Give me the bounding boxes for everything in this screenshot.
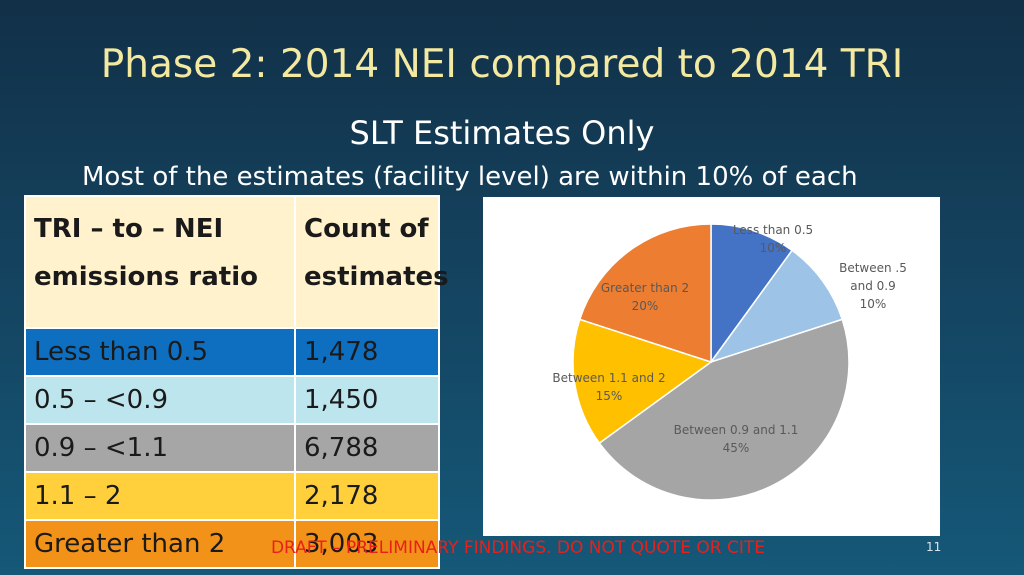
table-cell-count: 1,478 bbox=[294, 327, 440, 377]
pie-slice-label: Greater than 2 20% bbox=[601, 281, 689, 313]
table-cell-ratio: 0.5 – <0.9 bbox=[24, 375, 296, 425]
pie-slice bbox=[578, 223, 712, 364]
table-cell-ratio: 0.9 – <1.1 bbox=[24, 423, 296, 473]
pie-slice bbox=[709, 249, 844, 364]
table-cell-count: 1,450 bbox=[294, 375, 440, 425]
table-cell-count: 6,788 bbox=[294, 423, 440, 473]
ratio-count-table: TRI – to – NEI emissions ratio Count of … bbox=[24, 195, 449, 569]
pie-slice-label: Between 1.1 and 2 15% bbox=[552, 371, 665, 403]
table-row: 0.5 – <0.9 1,450 bbox=[24, 375, 440, 425]
pie-slice-label: Between .5 and 0.9 10% bbox=[839, 261, 907, 311]
pie-slice bbox=[572, 318, 713, 445]
table-cell-ratio: Greater than 2 bbox=[24, 519, 296, 569]
table-row: 1.1 – 2 2,178 bbox=[24, 471, 440, 521]
pie-slice-label: Less than 0.5 10% bbox=[733, 223, 813, 255]
slide-title: Phase 2: 2014 NEI compared to 2014 TRI bbox=[100, 42, 904, 87]
table-cell-count: 2,178 bbox=[294, 471, 440, 521]
table-header-count: Count of estimates bbox=[294, 195, 449, 329]
table-header-row: TRI – to – NEI emissions ratio Count of … bbox=[24, 195, 449, 329]
pie-slice bbox=[710, 223, 794, 365]
pie-chart: Less than 0.5 10% Between .5 and 0.9 10% Betw… bbox=[552, 223, 907, 501]
pie-slice-label: Between 0.9 and 1.1 45% bbox=[674, 423, 799, 455]
draft-footer: DRAFT – PRELIMINARY FINDINGS. DO NOT QUO… bbox=[270, 538, 766, 558]
pie-chart-panel: Less than 0.5 10% Between .5 and 0.9 10% Betw… bbox=[483, 197, 940, 536]
table-row: 0.9 – <1.1 6,788 bbox=[24, 423, 440, 473]
table-header-ratio: TRI – to – NEI emissions ratio bbox=[24, 195, 296, 329]
pie-slice bbox=[598, 318, 850, 501]
table-row: Greater than 2 3,003 bbox=[24, 519, 440, 569]
table-cell-ratio: 1.1 – 2 bbox=[24, 471, 296, 521]
table-cell-count: 3,003 bbox=[294, 519, 440, 569]
slide-subtitle: SLT Estimates Only bbox=[349, 114, 655, 152]
page-number: 11 bbox=[926, 540, 942, 554]
table-cell-ratio: Less than 0.5 bbox=[24, 327, 296, 377]
table-row: Less than 0.5 1,478 bbox=[24, 327, 440, 377]
